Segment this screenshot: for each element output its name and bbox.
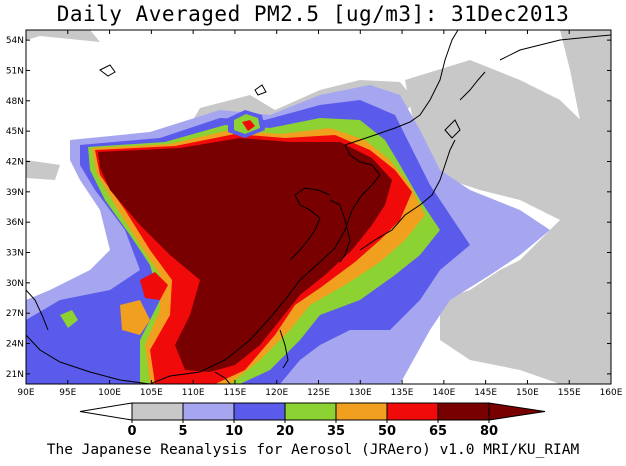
lat-tick-label: 54N (6, 36, 24, 46)
lat-tick-label: 36N (6, 218, 24, 228)
lat-tick-label: 27N (6, 309, 24, 319)
lat-tick-label: 24N (6, 340, 24, 350)
lat-tick-label: 33N (6, 249, 24, 259)
colorbar-segment (386, 402, 439, 421)
lon-tick-label: 135E (391, 388, 414, 398)
lon-tick-label: 160E (600, 388, 623, 398)
lon-tick-label: 140E (432, 388, 455, 398)
lon-tick-label: 90E (17, 388, 34, 398)
colorbar-level-label: 20 (276, 424, 294, 439)
lon-tick-label: 115E (223, 388, 246, 398)
lon-tick-label: 105E (140, 388, 163, 398)
lat-tick-label: 45N (6, 127, 24, 137)
pm25-level-65-spot (242, 120, 255, 131)
footer-credit: The Japanese Reanalysis for Aerosol (JRA… (46, 442, 580, 458)
pm25-level-80-region (98, 138, 392, 372)
lat-tick-label: 51N (6, 66, 24, 76)
colorbar-segment (182, 402, 235, 421)
colorbar-level-label: 35 (327, 424, 345, 439)
colorbar-arrow-low (79, 402, 133, 421)
lon-tick-label: 145E (474, 388, 497, 398)
colorbar-arrow-high (488, 402, 546, 421)
lon-tick-label: 125E (307, 388, 330, 398)
colorbar-segment (131, 402, 184, 421)
colorbar-segment (335, 402, 388, 421)
colorbar-segment (233, 402, 286, 421)
colorbar-level-label: 10 (225, 424, 243, 439)
lon-tick-label: 150E (516, 388, 539, 398)
lon-tick-label: 100E (98, 388, 121, 398)
lon-tick-label: 95E (59, 388, 76, 398)
lat-tick-label: 48N (6, 97, 24, 107)
lat-tick-label: 30N (6, 279, 24, 289)
colorbar-level-label: 50 (378, 424, 396, 439)
pm25-level-5-region (26, 30, 611, 384)
latitude-axis: 21N 24N 27N 30N 33N 36N 39N 42N 45N 48N 51N 54N (6, 36, 611, 380)
pm25-level-65-spot-2 (140, 272, 168, 300)
lat-tick-label: 21N (6, 370, 24, 380)
colorbar-level-label: 5 (178, 424, 187, 439)
lon-tick-label: 155E (558, 388, 581, 398)
colorbar-level-label: 0 (127, 424, 136, 439)
pm25-level-35-spot-2 (60, 310, 78, 328)
lon-tick-label: 120E (265, 388, 288, 398)
colorbar-level-label: 80 (480, 424, 498, 439)
pm25-level-50-spot (120, 300, 150, 335)
lon-tick-label: 110E (182, 388, 205, 398)
map-title: Daily Averaged PM2.5 [ug/m3]: 31Dec2013 (56, 2, 570, 26)
colorbar-level-label: 65 (429, 424, 447, 439)
lat-tick-label: 42N (6, 157, 24, 167)
colorbar: 0 5 10 20 35 50 65 80 (79, 402, 546, 439)
lat-tick-label: 39N (6, 188, 24, 198)
longitude-axis: 90E 95E 100E 105E 110E 115E 120E 125E 130E 135E 14… (17, 30, 623, 398)
lon-tick-label: 130E (349, 388, 372, 398)
colorbar-segment (284, 402, 337, 421)
coastlines (26, 30, 611, 384)
colorbar-segment (437, 402, 490, 421)
